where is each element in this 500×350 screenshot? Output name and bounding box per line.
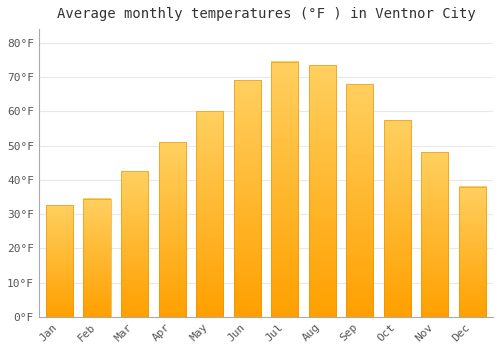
Bar bbox=[46, 205, 73, 317]
Bar bbox=[271, 62, 298, 317]
Bar bbox=[234, 80, 260, 317]
Bar bbox=[384, 120, 411, 317]
Bar bbox=[158, 142, 186, 317]
Bar bbox=[196, 111, 223, 317]
Bar bbox=[459, 187, 486, 317]
Bar bbox=[422, 152, 448, 317]
Title: Average monthly temperatures (°F ) in Ventnor City: Average monthly temperatures (°F ) in Ve… bbox=[56, 7, 476, 21]
Bar bbox=[84, 198, 110, 317]
Bar bbox=[121, 171, 148, 317]
Bar bbox=[308, 65, 336, 317]
Bar bbox=[346, 84, 374, 317]
